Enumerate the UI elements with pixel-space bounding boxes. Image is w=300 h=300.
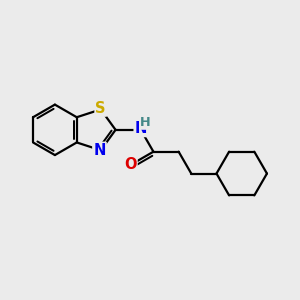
Text: S: S xyxy=(95,101,106,116)
Text: H: H xyxy=(140,116,151,129)
Text: N: N xyxy=(93,143,106,158)
Text: O: O xyxy=(124,157,136,172)
Text: N: N xyxy=(135,121,147,136)
